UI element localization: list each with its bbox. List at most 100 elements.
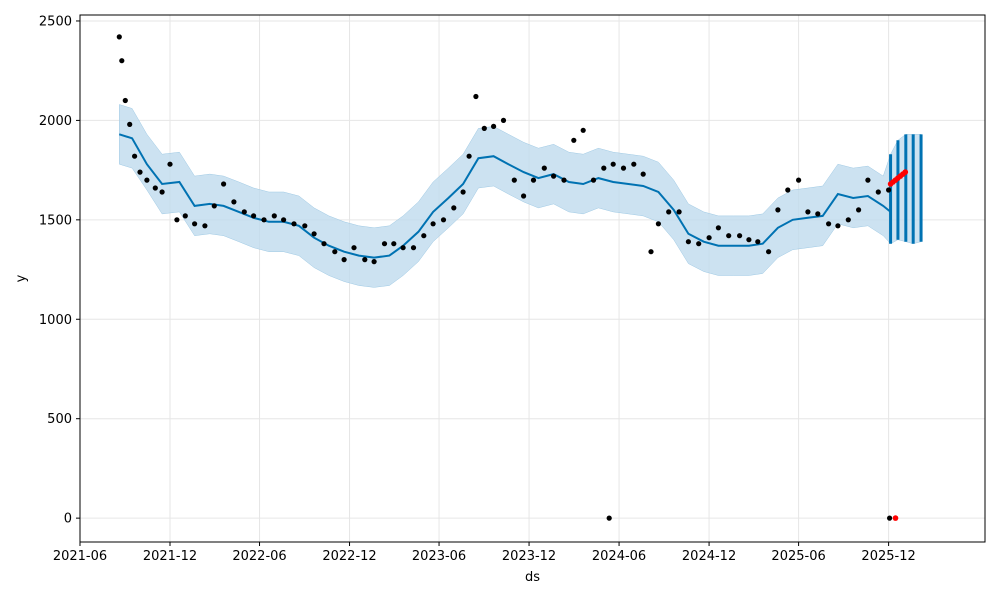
y-axis-ticks: 0 500 1000 1500 2000 2500 (39, 14, 80, 527)
y-tick-label: 0 (64, 512, 72, 527)
observed-point (311, 231, 317, 237)
observed-point (886, 187, 892, 193)
highlight-point (902, 169, 909, 175)
observed-point (835, 223, 841, 229)
x-tick-label: 2022-12 (322, 549, 376, 564)
observed-point (261, 217, 267, 223)
observed-point (580, 127, 586, 133)
x-tick-label: 2025-06 (771, 549, 825, 564)
observed-point (676, 209, 682, 215)
observed-point (332, 249, 338, 255)
observed-point (696, 241, 702, 247)
observed-point (856, 207, 862, 213)
observed-point (460, 189, 466, 195)
uncertainty-band (119, 104, 922, 288)
observed-point (231, 199, 237, 205)
x-tick-label: 2021-12 (143, 549, 197, 564)
observed-point (481, 125, 487, 131)
observed-points-layer (116, 34, 893, 521)
observed-point (610, 161, 616, 167)
observed-point (381, 241, 388, 247)
y-tick-label: 1000 (39, 313, 72, 328)
observed-point (144, 177, 150, 183)
observed-point (826, 221, 832, 227)
observed-point (491, 123, 497, 129)
observed-point (648, 249, 654, 255)
observed-point (775, 207, 781, 213)
y-axis-label: y (14, 274, 29, 282)
observed-point (302, 223, 308, 229)
observed-point (430, 221, 436, 227)
observed-point (291, 221, 297, 227)
observed-point (805, 209, 811, 215)
observed-point (631, 161, 637, 167)
observed-point (530, 177, 537, 183)
x-axis-ticks: 2021-06 2021-12 2022-06 2022-12 2023-06 2023-… (53, 542, 916, 564)
observed-point (251, 213, 257, 219)
observed-point (362, 257, 368, 263)
observed-point (202, 223, 208, 229)
x-tick-label: 2024-12 (682, 549, 736, 564)
observed-point (211, 203, 217, 209)
observed-point (281, 217, 287, 223)
observed-point (440, 217, 447, 223)
observed-point (132, 153, 138, 159)
observed-point (182, 213, 188, 219)
observed-point (875, 189, 881, 195)
observed-point (400, 245, 406, 251)
y-tick-label: 2000 (39, 114, 72, 129)
observed-point (785, 187, 791, 193)
x-tick-label: 2024-06 (592, 549, 646, 564)
observed-point (351, 245, 357, 251)
observed-point (551, 173, 557, 179)
observed-point (159, 189, 165, 195)
observed-point (167, 161, 173, 167)
observed-point (571, 137, 577, 143)
observed-point (116, 34, 122, 40)
observed-point (755, 239, 761, 245)
observed-point (541, 165, 547, 171)
observed-point (706, 235, 712, 241)
observed-point (500, 117, 507, 123)
observed-point (640, 171, 646, 177)
observed-point (174, 217, 180, 223)
observed-point (421, 233, 427, 239)
x-tick-label: 2022-06 (232, 549, 286, 564)
forecast-line (119, 133, 892, 259)
observed-point (321, 241, 327, 247)
x-tick-label: 2023-06 (412, 549, 466, 564)
highlight-point (892, 515, 899, 521)
observed-point (192, 221, 198, 227)
observed-point (371, 259, 377, 265)
observed-point (601, 165, 607, 171)
observed-point (271, 213, 277, 219)
x-tick-label: 2025-12 (861, 549, 915, 564)
observed-point (561, 177, 567, 183)
observed-point (887, 515, 893, 521)
observed-point (865, 177, 871, 183)
observed-point (221, 181, 227, 187)
observed-point (511, 177, 517, 183)
observed-point (655, 221, 662, 227)
observed-point (666, 209, 672, 215)
observed-point (466, 153, 472, 159)
y-tick-label: 2500 (39, 14, 72, 29)
observed-point (606, 515, 612, 521)
observed-point (737, 233, 743, 239)
observed-point (410, 245, 417, 251)
x-tick-label: 2023-12 (502, 549, 556, 564)
observed-point (815, 211, 821, 217)
observed-point (122, 97, 128, 104)
observed-point (451, 205, 457, 211)
forecast-line-layer (119, 133, 923, 259)
observed-point (590, 177, 597, 183)
observed-point (620, 165, 627, 171)
grid (79, 15, 985, 542)
observed-point (715, 225, 722, 231)
highlight-points-layer (887, 169, 909, 521)
observed-point (845, 217, 851, 223)
plot-area-frame (79, 14, 986, 543)
observed-point (152, 185, 158, 191)
x-axis-label: ds (525, 570, 540, 585)
